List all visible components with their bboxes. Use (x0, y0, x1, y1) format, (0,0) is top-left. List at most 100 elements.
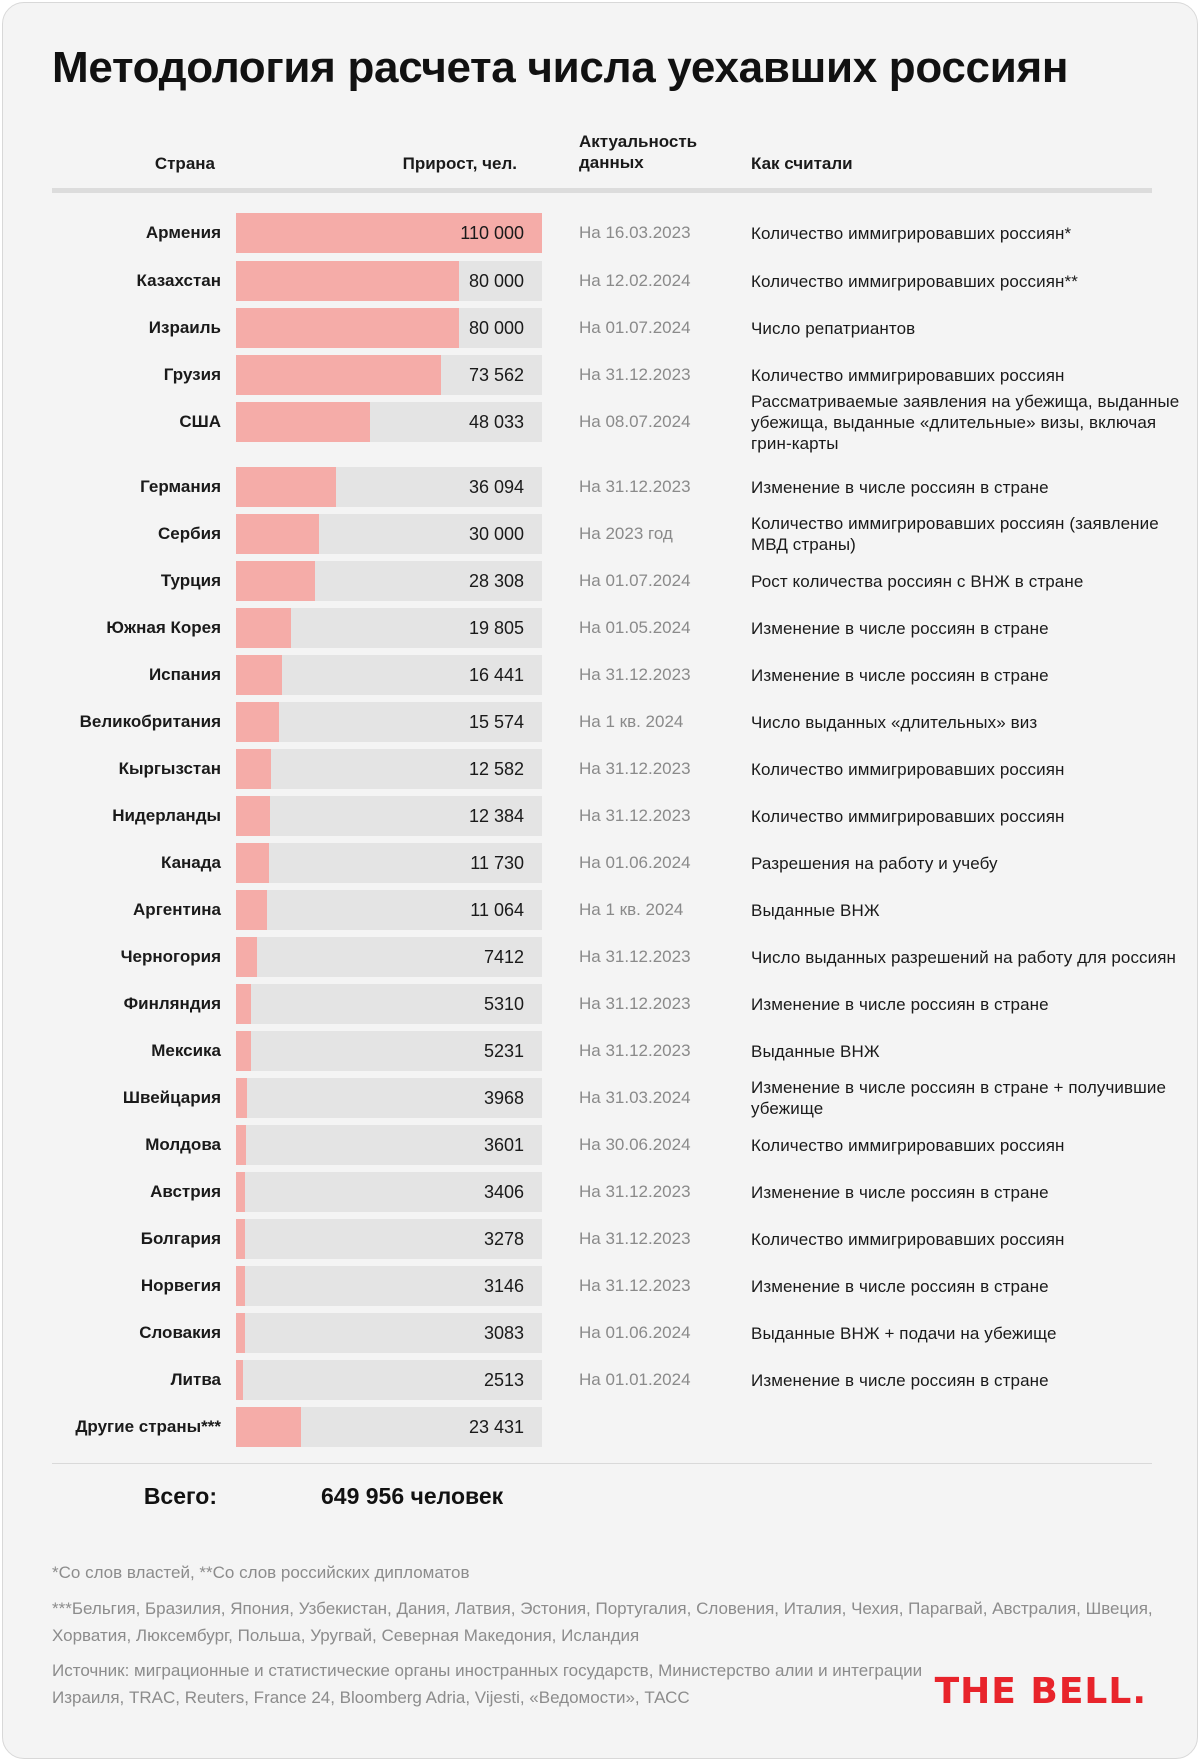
method-label: Количество иммигрировавших россиян (751, 1219, 1191, 1259)
bar-track: 80 000 (236, 308, 542, 348)
method-text: Изменение в числе россиян в стране (751, 618, 1049, 638)
value-label: 23 431 (468, 1417, 524, 1437)
value-label: 11 064 (470, 900, 524, 920)
bar (236, 749, 271, 789)
table-row: США 48 033 На 08.07.2024 Рассматриваемые за… (3, 392, 1200, 453)
bar (236, 796, 271, 836)
method-label: Изменение в числе россиян в стране (751, 1172, 1191, 1212)
method-text: Количество иммигрировавших россиян (751, 365, 1065, 385)
bar (236, 514, 320, 554)
date-label: На 31.12.2023 (579, 806, 691, 825)
country-label: Канада (160, 853, 221, 872)
method-label: Разрешения на работу и учебу (751, 843, 1191, 883)
date-label: На 01.07.2024 (579, 571, 691, 590)
total-label: Всего: (143, 1483, 217, 1509)
bar-track: 3968 (236, 1078, 542, 1118)
bar-track: 28 308 (236, 561, 542, 601)
date-label: На 08.07.2024 (579, 412, 691, 431)
method-label: Количество иммигрировавших россиян (751, 355, 1191, 395)
country-label: Мексика (151, 1041, 221, 1060)
table-row: Болгария 3278 На 31.12.2023 Количество имми… (3, 1219, 1200, 1259)
table-row: Канада 11 730 На 01.06.2024 Разрешения на р… (3, 843, 1200, 883)
date-label: На 01.06.2024 (579, 853, 691, 872)
date-label: На 16.03.2023 (579, 223, 691, 242)
method-text: Количество иммигрировавших россиян (751, 1135, 1065, 1155)
date-label: На 31.12.2023 (579, 947, 691, 966)
country-label: Кыргызстан (118, 759, 221, 778)
method-text: Изменение в числе россиян в стране (751, 665, 1049, 685)
method-text: Число выданных «длительных» виз (751, 712, 1038, 732)
bar (236, 1266, 245, 1306)
value-label: 2513 (483, 1370, 524, 1390)
value-label: 3278 (483, 1229, 524, 1249)
bar-track: 73 562 (236, 355, 542, 395)
method-text: Изменение в числе россиян в стране (751, 1370, 1049, 1390)
bar-track: 7412 (236, 937, 542, 977)
table-row: Другие страны*** 23 431 (3, 1407, 1200, 1447)
date-label: На 01.06.2024 (579, 1323, 691, 1342)
value-label: 3083 (483, 1323, 524, 1343)
bar-track: 15 574 (236, 702, 542, 742)
value-label: 5231 (483, 1041, 524, 1061)
method-label: Изменение в числе россиян в стране (751, 1266, 1191, 1306)
method-label: Изменение в числе россиян в стране (751, 608, 1191, 648)
method-label: Изменение в числе россиян в стране (751, 655, 1191, 695)
table-row: Швейцария 3968 На 31.03.2024 Изменение в чи… (3, 1078, 1200, 1118)
bar-track: 48 033 (236, 402, 542, 442)
column-header-method: Как считали (751, 154, 853, 173)
country-label: Черногория (120, 947, 221, 966)
value-label: 3146 (483, 1276, 524, 1296)
date-label: На 31.12.2023 (579, 994, 691, 1013)
table-row: Испания 16 441 На 31.12.2023 Изменение в чи… (3, 655, 1200, 695)
table-row: Финляндия 5310 На 31.12.2023 Изменение в чи… (3, 984, 1200, 1024)
bar-track: 5310 (236, 984, 542, 1024)
bar-track: 3601 (236, 1125, 542, 1165)
table-row: Норвегия 3146 На 31.12.2023 Изменение в чис… (3, 1266, 1200, 1306)
total-value: 649 956 человек (321, 1483, 504, 1509)
header-divider (52, 188, 1152, 193)
footnote-sources-of-claims: *Со слов властей, **Со слов российских д… (52, 1563, 470, 1582)
value-label: 7412 (483, 947, 524, 967)
bar (236, 355, 441, 395)
table-row: Аргентина 11 064 На 1 кв. 2024 Выданные ВНЖ (3, 890, 1200, 930)
total-divider (52, 1463, 1152, 1464)
footnote-other-countries: ***Бельгия, Бразилия, Япония, Узбекистан… (52, 1599, 1153, 1645)
date-label: На 31.03.2024 (579, 1088, 691, 1107)
country-label: Сербия (158, 524, 221, 543)
date-label: На 31.12.2023 (579, 759, 691, 778)
source-note: Источник: миграционные и статистические … (52, 1661, 923, 1707)
method-label: Изменение в числе россиян в стране + пол… (751, 1078, 1191, 1118)
method-label: Рассматриваемые заявления на убежища, вы… (751, 392, 1191, 453)
method-label: Количество иммигрировавших россиян (заяв… (751, 514, 1191, 554)
value-label: 73 562 (468, 365, 524, 385)
method-label: Изменение в числе россиян в стране (751, 1360, 1191, 1400)
date-label: На 31.12.2023 (579, 665, 691, 684)
method-text: Выданные ВНЖ (751, 900, 880, 920)
country-label: Израиль (148, 318, 221, 337)
method-label: Число выданных разрешений на работу для … (751, 937, 1191, 977)
method-label: Изменение в числе россиян в стране (751, 984, 1191, 1024)
value-label: 30 000 (468, 524, 524, 544)
date-label: На 31.12.2023 (579, 477, 691, 496)
value-label: 12 384 (468, 806, 524, 826)
value-label: 15 574 (468, 712, 524, 732)
method-label: Выданные ВНЖ + подачи на убежище (751, 1313, 1191, 1353)
bar (236, 1313, 245, 1353)
method-label: Изменение в числе россиян в стране (751, 467, 1191, 507)
method-text: Число выданных разрешений на работу для … (751, 947, 1177, 967)
value-label: 3968 (483, 1088, 524, 1108)
value-label: 11 730 (470, 853, 524, 873)
date-label: На 1 кв. 2024 (579, 712, 684, 731)
bar-track: 11 064 (236, 890, 542, 930)
the-bell-logo: THE BELL. (934, 1671, 1147, 1712)
bar (236, 702, 280, 742)
date-label: На 1 кв. 2024 (579, 900, 684, 919)
value-label: 48 033 (468, 412, 524, 432)
method-text: Количество иммигрировавших россиян (751, 759, 1065, 779)
bar (236, 843, 269, 883)
table-row: Кыргызстан 12 582 На 31.12.2023 Количество … (3, 749, 1200, 789)
country-label: Турция (160, 571, 221, 590)
bar (236, 1031, 251, 1071)
method-text: Количество иммигрировавших россиян* (751, 223, 1072, 243)
